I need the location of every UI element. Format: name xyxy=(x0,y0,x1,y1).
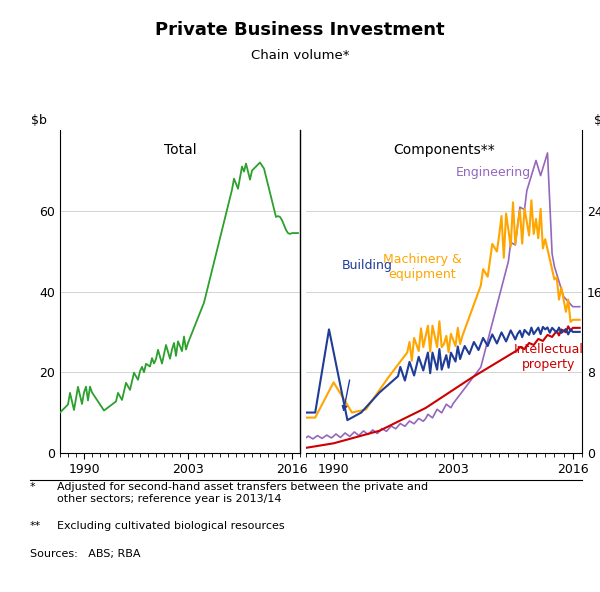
Text: Chain volume*: Chain volume* xyxy=(251,49,349,62)
Text: $b: $b xyxy=(594,114,600,127)
Text: Adjusted for second-hand asset transfers between the private and
other sectors; : Adjusted for second-hand asset transfers… xyxy=(57,482,428,504)
Text: Sources:   ABS; RBA: Sources: ABS; RBA xyxy=(30,549,140,559)
Text: *: * xyxy=(30,482,35,493)
Text: **: ** xyxy=(30,521,41,531)
Text: Building: Building xyxy=(341,259,392,272)
Text: Intellectual
property: Intellectual property xyxy=(514,343,584,371)
Text: Components**: Components** xyxy=(393,143,495,157)
Text: Excluding cultivated biological resources: Excluding cultivated biological resource… xyxy=(57,521,284,531)
Text: Private Business Investment: Private Business Investment xyxy=(155,21,445,38)
Text: Engineering: Engineering xyxy=(456,166,531,179)
Text: Total: Total xyxy=(164,143,196,157)
Text: $b: $b xyxy=(31,114,47,127)
Text: Machinery &
equipment: Machinery & equipment xyxy=(383,253,461,281)
